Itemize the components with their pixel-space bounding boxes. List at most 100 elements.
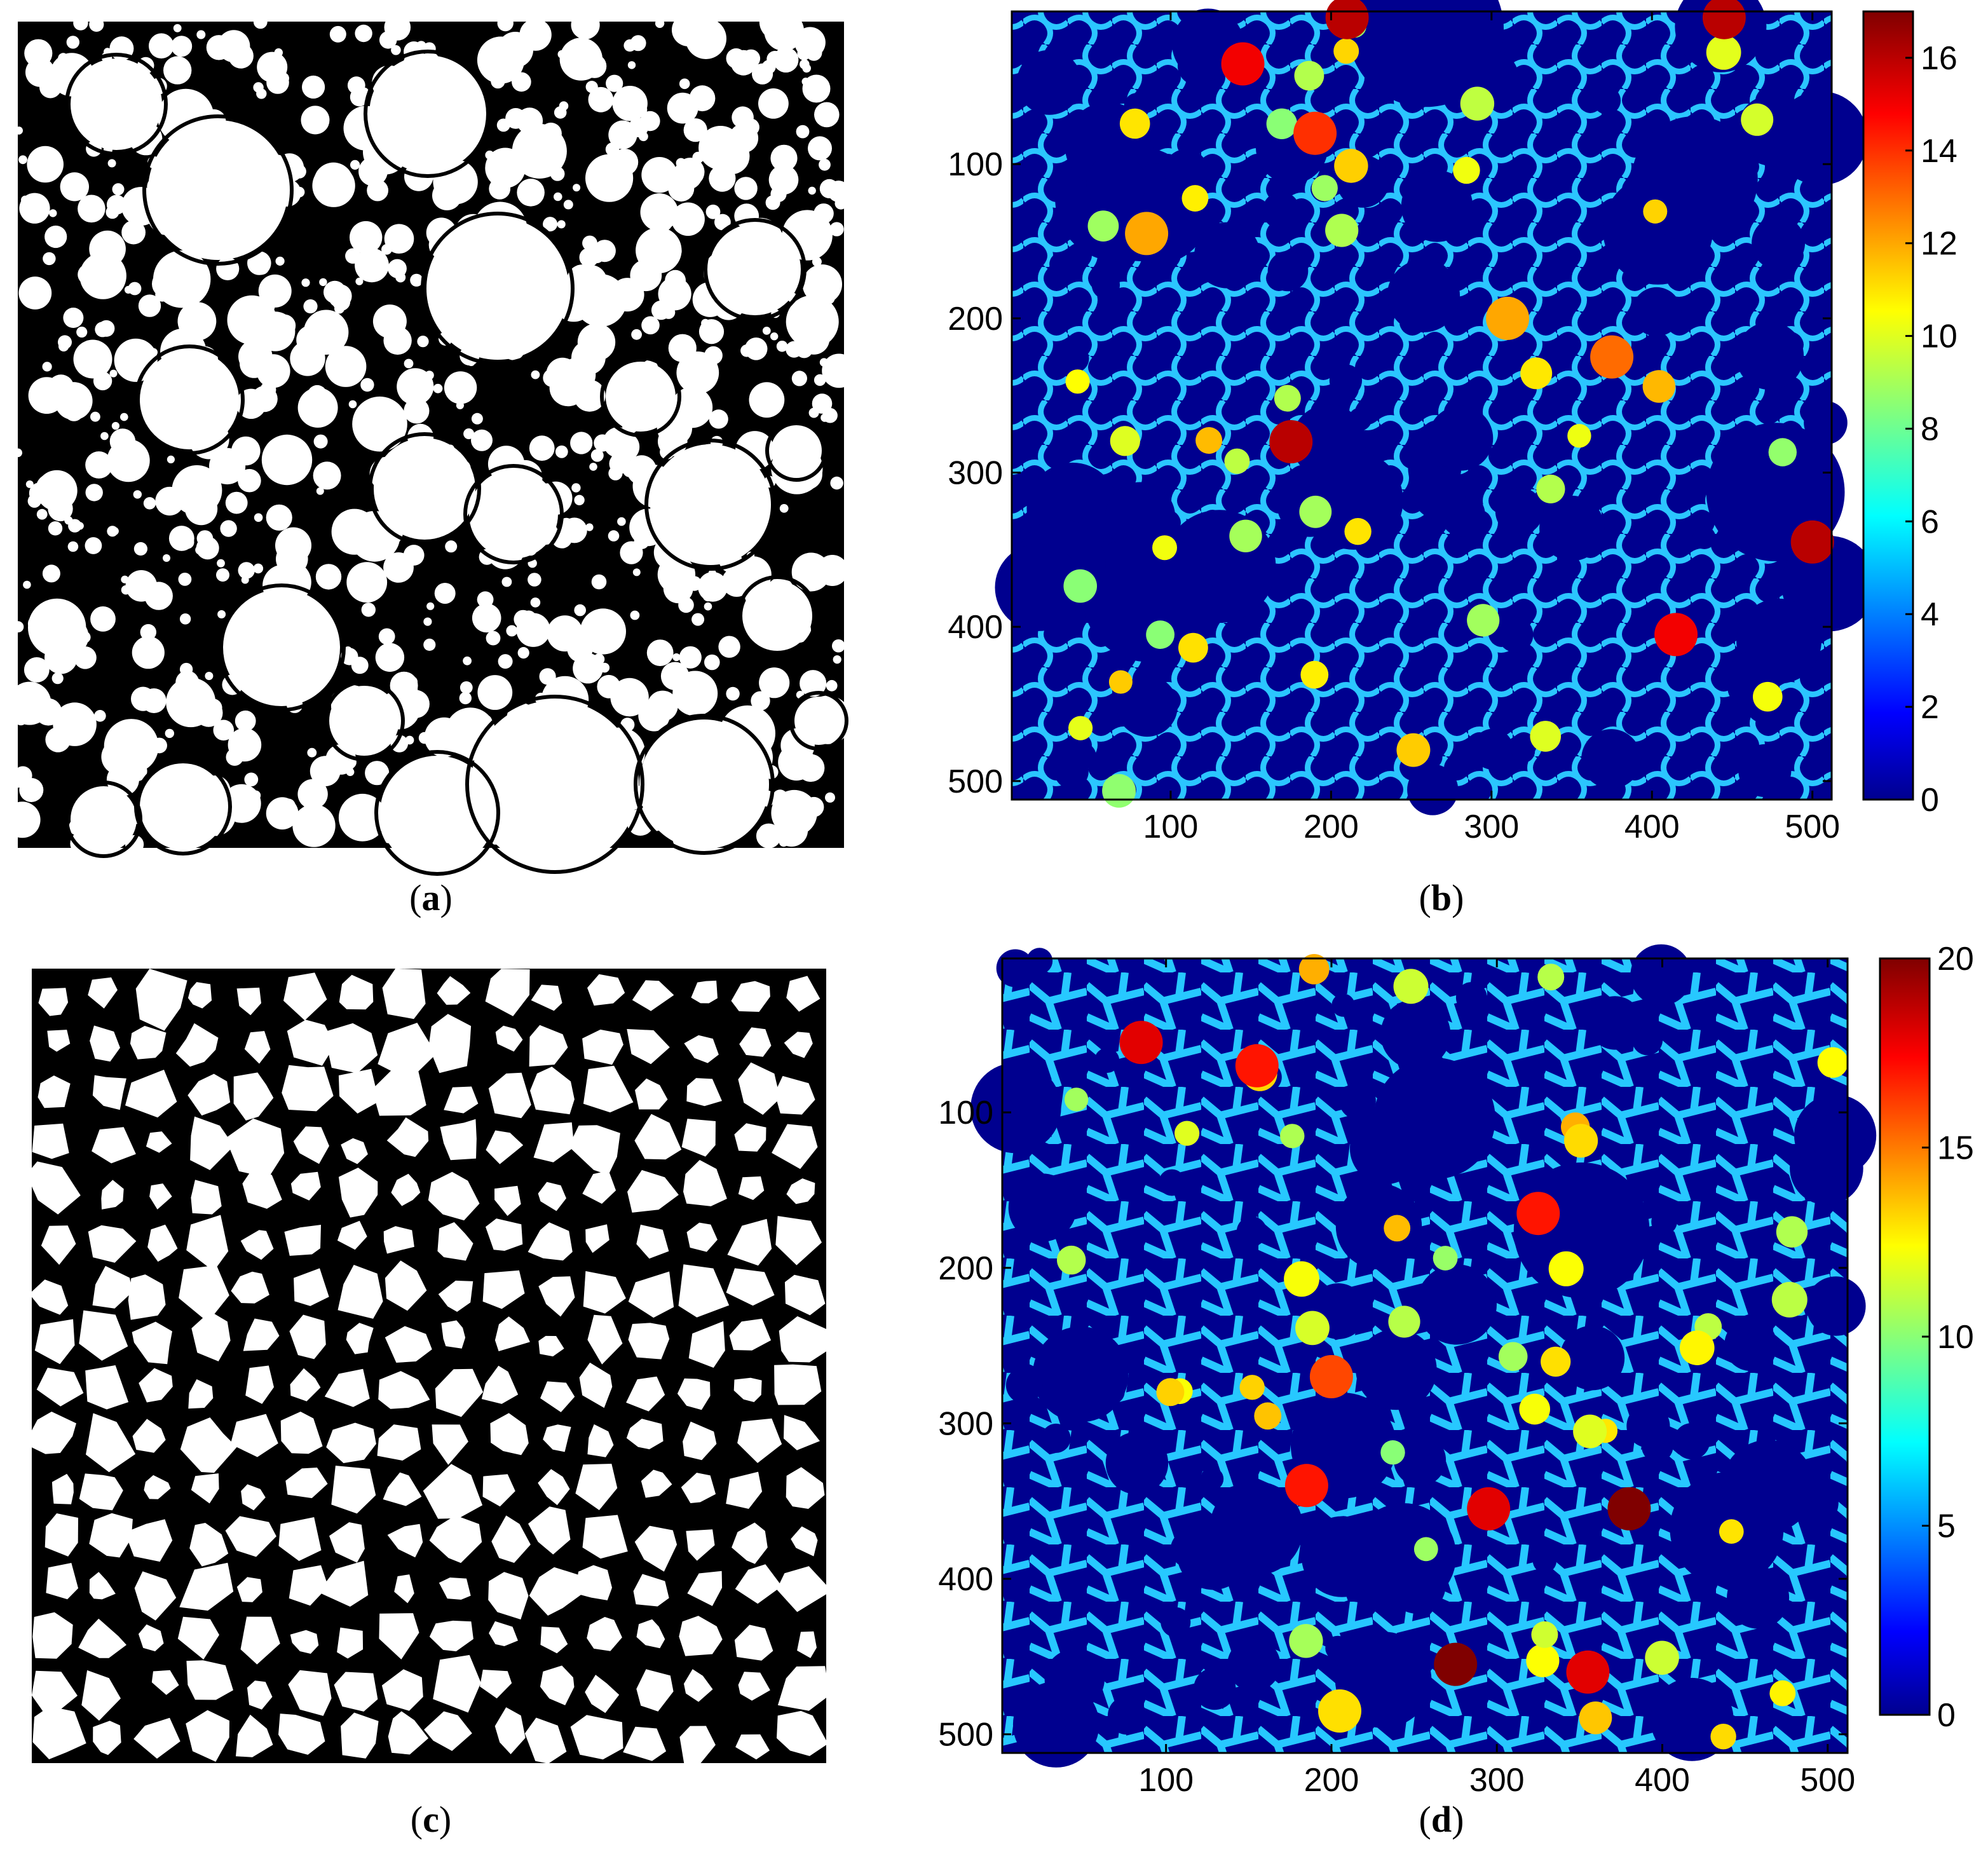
particle: [668, 740, 681, 753]
grain: [1044, 1649, 1105, 1709]
hotspot: [1434, 1642, 1478, 1686]
particle: [491, 74, 505, 89]
particle: [577, 323, 616, 362]
particle: [618, 760, 629, 770]
particle: [485, 969, 530, 1016]
particle: [524, 1717, 567, 1764]
particle: [639, 132, 648, 142]
x-tick-label: 500: [1785, 808, 1840, 845]
particle: [574, 494, 585, 505]
hotspot-minor: [1152, 535, 1177, 561]
grain: [1632, 287, 1682, 337]
particle: [111, 421, 119, 430]
particle: [63, 308, 84, 328]
hotspot-minor: [1719, 1519, 1744, 1544]
particle: [520, 24, 539, 43]
particle: [165, 728, 174, 739]
particle: [786, 1178, 815, 1204]
hotspot: [1309, 1355, 1353, 1398]
particle-edge: [463, 464, 564, 564]
particle: [19, 778, 44, 802]
particle: [236, 1577, 262, 1602]
particle: [825, 792, 835, 803]
particle: [292, 804, 336, 847]
particle: [149, 348, 158, 357]
particle: [85, 537, 102, 554]
particle: [305, 613, 313, 621]
hotspot-minor: [1063, 569, 1097, 603]
particle: [19, 193, 50, 224]
particle: [587, 1617, 622, 1651]
particle: [559, 37, 603, 81]
particle: [756, 823, 782, 849]
grain: [1593, 86, 1621, 114]
particle: [186, 1710, 229, 1762]
particle: [51, 1473, 74, 1504]
grain: [1016, 50, 1082, 115]
grain: [1176, 1517, 1250, 1590]
particle: [315, 564, 342, 590]
particle: [394, 1574, 414, 1604]
x-tick-label: 400: [1635, 1762, 1690, 1799]
hotspot-minor: [1119, 108, 1150, 139]
particle: [89, 1513, 133, 1558]
particle: [482, 715, 492, 726]
particle: [89, 17, 104, 32]
particle: [812, 393, 833, 414]
particle: [759, 667, 790, 699]
particle: [488, 1072, 531, 1119]
particle: [132, 1321, 172, 1365]
particle: [388, 1711, 429, 1755]
particle: [355, 248, 389, 283]
particle: [177, 1616, 219, 1660]
particle: [583, 1065, 634, 1113]
panel-b-heatmap: 100 200 300 400 500 100 200 300 400 500 0 2 4 6 8 10 12…: [948, 0, 1957, 845]
particle-edge: [704, 218, 807, 321]
particle: [496, 118, 510, 132]
particle: [284, 1225, 321, 1256]
particle: [529, 1567, 587, 1616]
particle: [404, 398, 430, 424]
grain: [1497, 617, 1534, 653]
particle: [729, 1318, 772, 1351]
grain: [1329, 364, 1362, 397]
particle: [531, 733, 549, 751]
particle: [278, 1517, 322, 1561]
hotspot-minor: [1224, 448, 1250, 474]
particle: [258, 274, 292, 308]
hotspot-minor: [1280, 1124, 1305, 1149]
particle: [724, 130, 744, 150]
hotspot-minor: [1467, 604, 1500, 637]
particle: [70, 831, 94, 855]
hotspot-minor: [1178, 632, 1208, 663]
hotspot-minor: [1333, 38, 1359, 64]
particle: [23, 580, 31, 589]
particle: [130, 1026, 167, 1060]
particle: [606, 74, 623, 92]
particle: [36, 508, 48, 520]
hotspot: [1293, 111, 1337, 155]
hotspot-minor: [1769, 1680, 1796, 1707]
particle: [128, 573, 144, 589]
particle: [141, 688, 167, 713]
grain: [1631, 116, 1758, 243]
particle: [677, 1378, 711, 1410]
grain: [1651, 1209, 1677, 1235]
particle: [280, 1412, 323, 1454]
particle: [744, 579, 775, 610]
particle: [313, 434, 328, 449]
particle: [326, 1422, 376, 1463]
particle: [283, 972, 327, 1021]
colorbar-tick-label: 0: [1937, 1697, 1956, 1734]
y-tick-label: 200: [938, 1250, 993, 1287]
particle: [695, 731, 709, 745]
particle: [485, 147, 526, 188]
particle: [240, 349, 269, 378]
particle: [582, 235, 597, 251]
particle: [480, 1670, 512, 1699]
particle: [683, 1160, 727, 1206]
particle: [311, 114, 320, 123]
particle: [85, 484, 103, 501]
particle: [585, 1675, 620, 1714]
particle: [60, 172, 89, 201]
